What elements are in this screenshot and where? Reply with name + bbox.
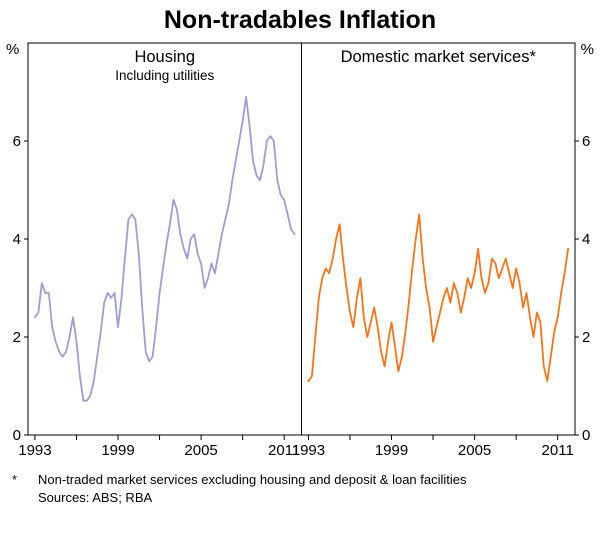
- chart-title: Non-tradables Inflation: [163, 6, 437, 34]
- svg-text:%: %: [6, 41, 19, 58]
- footnote-line: * Non-traded market services excluding h…: [0, 472, 600, 489]
- svg-text:1993: 1993: [292, 442, 325, 459]
- footnote-marker: *: [12, 471, 18, 487]
- svg-text:2: 2: [582, 329, 590, 346]
- footnotes: * Non-traded market services excluding h…: [0, 472, 600, 507]
- svg-text:6: 6: [13, 133, 21, 150]
- footnote-text: Non-traded market services excluding hou…: [38, 471, 467, 487]
- svg-text:Housing: Housing: [134, 48, 195, 66]
- svg-text:Domestic market services*: Domestic market services*: [341, 48, 537, 66]
- svg-text:%: %: [581, 41, 594, 58]
- svg-text:4: 4: [582, 231, 590, 248]
- svg-text:6: 6: [582, 133, 590, 150]
- chart-canvas: 1993 1999 2005 2011 Housing Including utiliti…: [6, 41, 594, 459]
- svg-text:1999: 1999: [375, 442, 408, 459]
- svg-text:2005: 2005: [184, 442, 217, 459]
- svg-text:4: 4: [13, 231, 21, 248]
- svg-text:2011: 2011: [268, 442, 300, 459]
- svg-text:0: 0: [13, 427, 21, 444]
- svg-text:2005: 2005: [458, 442, 491, 459]
- sources-text: Sources: ABS; RBA: [38, 489, 153, 505]
- svg-text:2011: 2011: [542, 442, 574, 459]
- svg-text:1993: 1993: [18, 442, 51, 459]
- svg-text:2: 2: [13, 329, 21, 346]
- svg-text:1999: 1999: [101, 442, 134, 459]
- svg-text:Including utilities: Including utilities: [115, 68, 214, 83]
- svg-text:0: 0: [582, 427, 590, 444]
